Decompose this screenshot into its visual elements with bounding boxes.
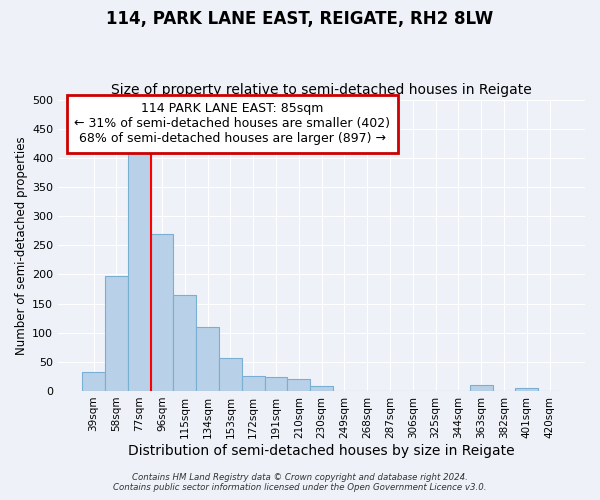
Text: Contains HM Land Registry data © Crown copyright and database right 2024.
Contai: Contains HM Land Registry data © Crown c… bbox=[113, 473, 487, 492]
Bar bbox=[287, 380, 310, 391]
Bar bbox=[128, 152, 151, 391]
Title: Size of property relative to semi-detached houses in Reigate: Size of property relative to semi-detach… bbox=[111, 83, 532, 97]
Bar bbox=[219, 358, 242, 391]
Bar bbox=[310, 386, 333, 391]
Bar bbox=[173, 295, 196, 391]
Bar bbox=[242, 376, 265, 391]
Text: 114 PARK LANE EAST: 85sqm
← 31% of semi-detached houses are smaller (402)
68% of: 114 PARK LANE EAST: 85sqm ← 31% of semi-… bbox=[74, 102, 390, 146]
Bar bbox=[265, 377, 287, 391]
Bar bbox=[196, 327, 219, 391]
Bar bbox=[515, 388, 538, 391]
Bar bbox=[82, 372, 105, 391]
X-axis label: Distribution of semi-detached houses by size in Reigate: Distribution of semi-detached houses by … bbox=[128, 444, 515, 458]
Text: 114, PARK LANE EAST, REIGATE, RH2 8LW: 114, PARK LANE EAST, REIGATE, RH2 8LW bbox=[106, 10, 494, 28]
Bar bbox=[151, 234, 173, 391]
Y-axis label: Number of semi-detached properties: Number of semi-detached properties bbox=[15, 136, 28, 354]
Bar bbox=[470, 385, 493, 391]
Bar bbox=[105, 276, 128, 391]
